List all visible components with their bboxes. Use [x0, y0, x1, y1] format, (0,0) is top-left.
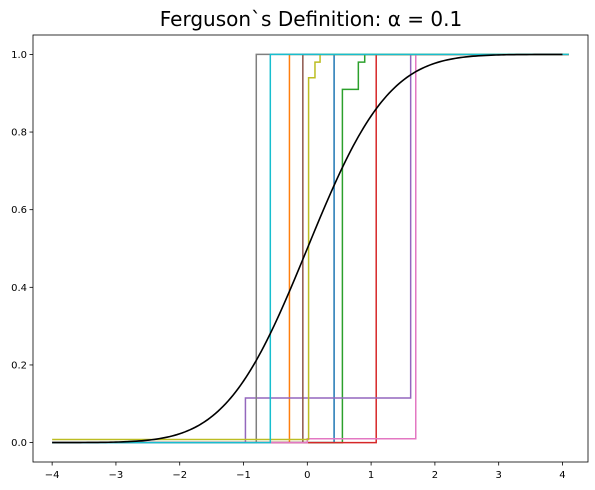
y-tick-label: 0.8: [11, 128, 27, 139]
y-tick-label: 0.2: [11, 360, 27, 371]
series-line-10: [52, 53, 569, 444]
y-tick-label: 0.4: [11, 283, 27, 294]
axes-layer: −4 −3 −2 −1 0 1 2 3 4 0.0 0.2 0.4 0.6 0.8 1.0: [11, 34, 589, 481]
series-line-2: [52, 53, 569, 444]
series-line-11: [52, 53, 563, 444]
x-tick-label: 3: [496, 470, 502, 481]
series-line-6: [52, 53, 569, 444]
x-tick-label: 0: [304, 470, 310, 481]
y-tick-label: 0.0: [11, 438, 27, 449]
series-line-7: [52, 53, 569, 444]
series-line-3: [52, 53, 569, 444]
x-tick-label: 4: [559, 470, 565, 481]
x-tick-label: −2: [172, 470, 187, 481]
series-line-1: [52, 53, 569, 444]
x-tick-label: −3: [109, 470, 124, 481]
plot-frame: [32, 34, 589, 463]
x-tick-label: −1: [236, 470, 251, 481]
x-tick-label: 2: [432, 470, 438, 481]
x-tick-label: −4: [45, 470, 60, 481]
series-line-9: [52, 53, 569, 441]
series-line-4: [52, 53, 569, 444]
chart-title: Ferguson`s Definition: α = 0.1: [160, 7, 462, 31]
series-line-8: [52, 53, 569, 444]
series-layer: [52, 53, 569, 444]
y-tick-label: 1.0: [11, 50, 27, 61]
x-tick-label: 1: [368, 470, 374, 481]
series-line-5: [52, 53, 569, 444]
y-tick-label: 0.6: [11, 205, 27, 216]
